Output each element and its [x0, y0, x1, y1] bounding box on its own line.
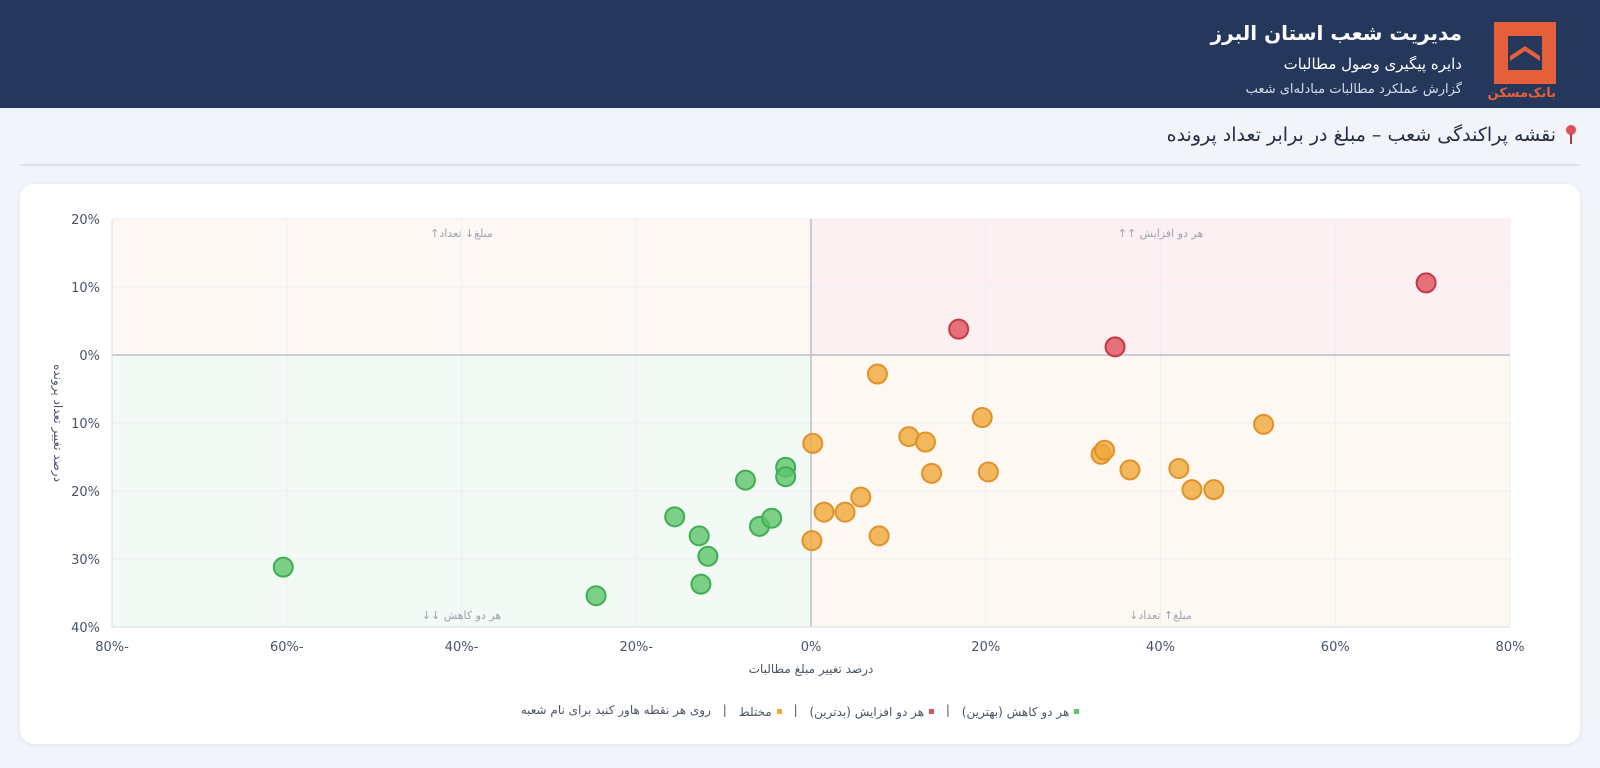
data-point-orange: [1253, 413, 1275, 435]
data-point-green: [690, 573, 712, 595]
y-tick-label: 0%: [79, 349, 100, 364]
data-point-green: [688, 525, 710, 547]
header-title: مدیریت شعب استان البرز: [1210, 21, 1462, 45]
map-pin-icon: [1564, 124, 1578, 146]
x-tick-label: 60%-: [270, 640, 304, 655]
legend-separator: |: [722, 703, 727, 717]
legend-item-mixed: مختلط: [739, 705, 782, 719]
chart-legend: هر دو کاهش (بهترین) | هر دو افزایش (بدتر…: [20, 703, 1580, 719]
data-point-green: [664, 506, 686, 528]
data-point-orange: [1168, 458, 1190, 480]
data-point-red: [1104, 336, 1126, 358]
y-tick-label: 10%: [71, 281, 100, 296]
x-tick-label: 80%-: [95, 640, 129, 655]
x-tick-label: 0%: [801, 640, 822, 655]
legend-separator: |: [793, 703, 798, 717]
legend-label-red: هر دو افزایش (بدترین): [809, 704, 925, 719]
data-point-green: [734, 469, 756, 491]
data-point-red: [1415, 272, 1437, 294]
y-tick-label: 40%: [71, 621, 100, 636]
quadrant-label-bottom-left: هر دو کاهش ↓↓: [422, 609, 502, 622]
data-point-orange: [977, 461, 999, 483]
section-title: نقشه پراکندگی شعب – مبلغ در برابر تعداد …: [1166, 124, 1556, 146]
legend-swatch-red: [929, 709, 935, 714]
x-tick-label: 40%-: [445, 640, 479, 655]
data-point-orange: [834, 501, 856, 523]
y-tick-label: 20%: [71, 213, 100, 228]
legend-hint: روی هر نقطه هاور کنید برای نام شعبه: [521, 703, 711, 717]
data-point-orange: [866, 363, 888, 385]
data-point-green: [272, 556, 294, 578]
logo-mark-icon: [1494, 22, 1556, 84]
section-divider: [20, 164, 1580, 166]
data-point-green: [585, 585, 607, 607]
header-subtitle: دایره پیگیری وصول مطالبات: [1283, 55, 1462, 73]
x-tick-label: 60%: [1321, 640, 1350, 655]
data-point-green: [761, 507, 783, 529]
x-tick-label: 20%: [971, 640, 1000, 655]
header-report-name: گزارش عملکرد مطالبات مبادله‌ای شعب: [1245, 82, 1462, 97]
scatter-chart: 80%- 60%- 40%- 20%- 0% 20% 40% 60% 80% 20% 10% 0% 10…: [50, 213, 1525, 677]
y-tick-label: 10%: [71, 417, 100, 432]
section-header: نقشه پراکندگی شعب – مبلغ در برابر تعداد …: [1167, 124, 1578, 146]
y-tick-label: 30%: [71, 553, 100, 568]
quadrant-label-bottom-right: مبلغ↑ تعداد↓: [1129, 609, 1192, 622]
data-point-orange: [813, 501, 835, 523]
legend-label-orange: مختلط: [738, 704, 772, 719]
x-tick-label: 20%-: [619, 640, 653, 655]
data-point-green: [775, 466, 797, 488]
x-axis-label: درصد تغییر مبلغ مطالبات: [749, 662, 874, 677]
legend-swatch-orange: [776, 709, 782, 714]
bank-logo: بانک‌مسکن: [1487, 22, 1557, 104]
data-point-orange: [868, 525, 890, 547]
legend-separator: |: [945, 703, 950, 717]
page-header: مدیریت شعب استان البرز دایره پیگیری وصول…: [0, 0, 1600, 108]
data-point-orange: [801, 530, 823, 552]
data-point-green: [697, 545, 719, 567]
chart-card: 80%- 60%- 40%- 20%- 0% 20% 40% 60% 80% 20% 10% 0% 10…: [20, 184, 1580, 744]
data-point-orange: [1119, 459, 1141, 481]
logo-text: بانک‌مسکن: [1487, 86, 1557, 101]
x-tick-label: 40%: [1146, 640, 1175, 655]
legend-label-green: هر دو کاهش (بهترین): [961, 704, 1070, 719]
data-point-orange: [921, 462, 943, 484]
legend-item-both-decrease: هر دو کاهش (بهترین): [961, 704, 1080, 719]
y-axis-label: درصد تغییر تعداد پرونده: [50, 364, 65, 482]
quadrant-label-top-right: هر دو افزایش ↑↑: [1118, 227, 1204, 240]
quadrant-label-top-left: مبلغ↓ تعداد↑: [430, 227, 493, 240]
x-tick-label: 80%: [1496, 640, 1525, 655]
data-point-orange: [850, 486, 872, 508]
header-titles: مدیریت شعب استان البرز دایره پیگیری وصول…: [1211, 18, 1462, 102]
data-point-orange: [1181, 479, 1203, 501]
legend-swatch-green: [1074, 709, 1080, 714]
data-point-red: [948, 318, 970, 340]
y-tick-label: 20%: [71, 485, 100, 500]
legend-hint-text: روی هر نقطه هاور کنید برای نام شعبه: [520, 703, 711, 717]
data-point-orange: [971, 407, 993, 429]
data-point-orange: [802, 432, 824, 454]
data-point-orange: [914, 431, 936, 453]
data-point-orange: [1094, 439, 1116, 461]
legend-item-both-increase: هر دو افزایش (بدترین): [809, 704, 935, 719]
data-point-orange: [1203, 479, 1225, 501]
